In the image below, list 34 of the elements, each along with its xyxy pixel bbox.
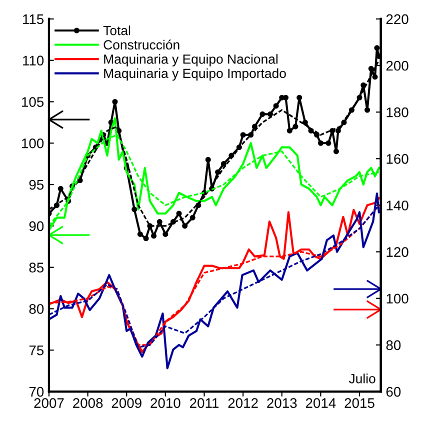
x-tick-label: 2014: [306, 398, 336, 408]
y-tick-label: 90: [29, 221, 44, 232]
x-tick-label: 2012: [228, 398, 258, 408]
x-tick-label: 2013: [267, 398, 297, 408]
y-tick-label: 105: [22, 97, 44, 107]
legend-label: Construcción: [104, 40, 180, 50]
legend-label: Total: [103, 26, 130, 36]
y-tick-label: 75: [29, 346, 44, 356]
y-tick-label: 115: [23, 14, 44, 24]
y2-tick-label: 140: [386, 200, 408, 210]
x-tick-label: 2007: [34, 398, 64, 408]
y-tick-label: 85: [29, 262, 44, 273]
x-tick-label: 2008: [73, 398, 103, 408]
y-tick-label: 95: [29, 180, 44, 190]
y2-tick-label: 120: [386, 247, 408, 257]
annotation: Julio: [348, 374, 376, 384]
y2-tick-label: 160: [386, 154, 408, 164]
legend-label: Maquinaria y Equipo Nacional: [104, 54, 278, 66]
legend-label: Maquinaria y Equipo Importado: [104, 68, 286, 81]
y-tick-label: 70: [29, 386, 44, 397]
line-series: [48, 117, 380, 232]
y2-tick-label: 80: [386, 340, 401, 350]
x-tick-label: 2011: [190, 398, 219, 408]
y2-tick-label: 60: [386, 386, 401, 397]
x-tick-label: 2010: [150, 398, 180, 408]
y2-tick-label: 220: [386, 14, 408, 24]
y2-tick-label: 200: [386, 60, 408, 71]
y-tick-label: 80: [29, 304, 44, 314]
y-tick-label: 110: [23, 56, 44, 66]
y2-tick-label: 180: [386, 107, 408, 118]
x-tick-label: 2015: [344, 398, 374, 408]
y2-tick-label: 100: [386, 294, 408, 304]
y-tick-label: 100: [22, 138, 44, 148]
x-tick-label: 2009: [112, 398, 142, 408]
